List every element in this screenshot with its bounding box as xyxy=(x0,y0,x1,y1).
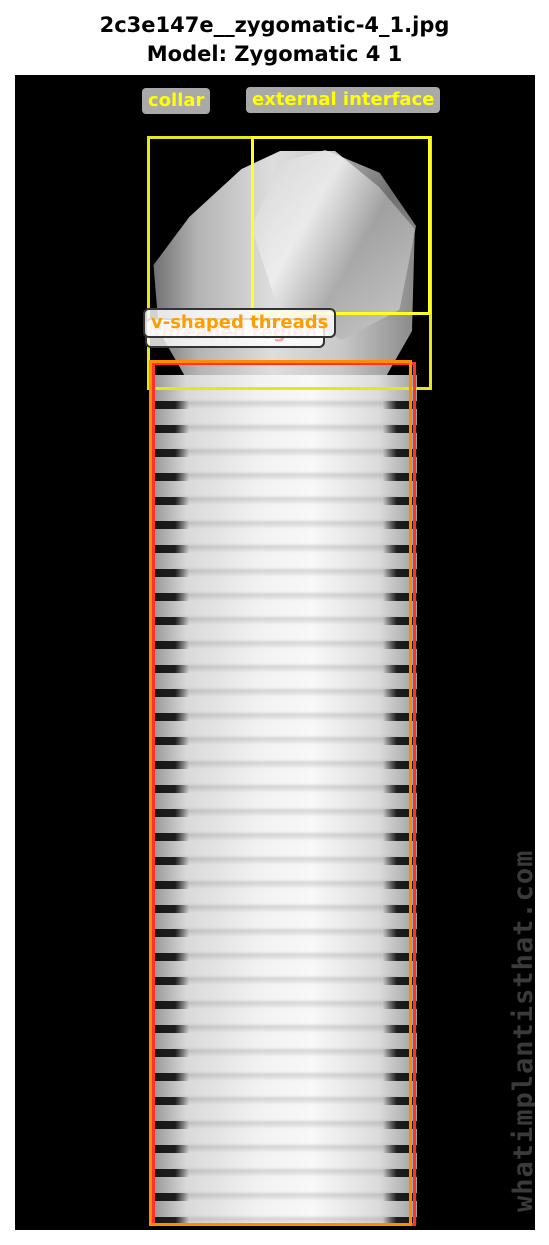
annotation-label-v-shaped-threads: v-shaped threads xyxy=(143,308,337,338)
annotation-box-external-interface xyxy=(251,136,431,315)
figure-title-model: Model: Zygomatic 4 1 xyxy=(146,42,403,66)
watermark-text: whatimplantisthat.com xyxy=(508,849,535,1212)
annotation-label-collar: collar xyxy=(142,88,211,114)
xray-image-panel: whatimplantisthat.com xyxy=(15,75,535,1230)
annotation-label-external-interface: external interface xyxy=(246,87,441,113)
figure-title-filename: 2c3e147e__zygomatic-4_1.jpg xyxy=(99,13,450,37)
implant-threads xyxy=(155,385,417,1230)
annotation-box-v-shaped-threads xyxy=(149,360,412,1226)
